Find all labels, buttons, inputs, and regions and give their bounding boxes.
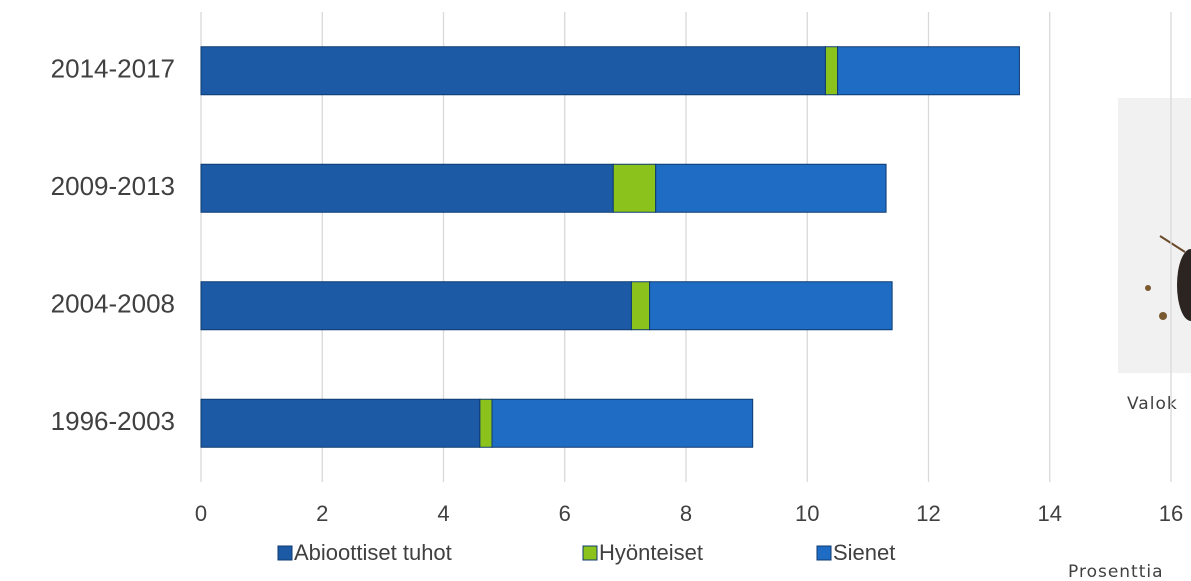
bar-segment — [837, 46, 1020, 96]
x-tick-label: 10 — [795, 501, 819, 526]
bar-segment — [491, 398, 754, 448]
x-tick-label: 2 — [316, 501, 328, 526]
y-tick-label: 2009-2013 — [51, 171, 175, 201]
bar-segment — [630, 281, 651, 331]
x-axis-label: Prosenttia — [1068, 562, 1164, 581]
x-tick-label: 12 — [916, 501, 940, 526]
y-tick-label: 1996-2003 — [51, 406, 175, 436]
bar-segment — [824, 46, 839, 96]
bar-segment — [479, 398, 493, 448]
x-tick-label: 0 — [195, 501, 207, 526]
y-tick-label: 2004-2008 — [51, 289, 175, 319]
photo-caption: Valok — [1127, 394, 1178, 414]
legend-label: Abioottiset tuhot — [294, 540, 452, 565]
x-tick-label: 16 — [1159, 501, 1183, 526]
photo-detail — [1159, 312, 1167, 320]
y-tick-label: 2014-2017 — [51, 54, 175, 84]
legend-label: Hyönteiset — [599, 540, 703, 565]
legend-swatch — [816, 545, 832, 561]
bar-segment — [612, 163, 657, 213]
x-tick-label: 4 — [437, 501, 449, 526]
legend-swatch — [277, 545, 293, 561]
photo-insect — [1177, 249, 1191, 321]
legend-label: Sienet — [833, 540, 895, 565]
bar-segment — [200, 46, 826, 96]
legend-swatch — [582, 545, 598, 561]
bar-segment — [200, 398, 481, 448]
photo — [1118, 98, 1191, 373]
photo-detail — [1145, 285, 1151, 291]
bar-segment — [200, 281, 632, 331]
bar-segment — [649, 281, 893, 331]
bar-segment — [200, 163, 614, 213]
bar-segment — [655, 163, 887, 213]
x-tick-label: 8 — [680, 501, 692, 526]
photo-leg — [1159, 235, 1186, 253]
x-tick-label: 6 — [559, 501, 571, 526]
x-tick-label: 14 — [1038, 501, 1062, 526]
